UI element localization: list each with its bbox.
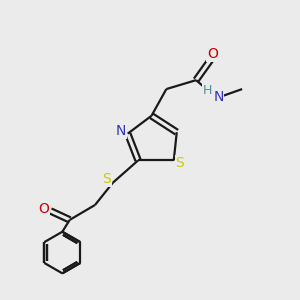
Text: S: S — [103, 172, 111, 186]
Text: N: N — [116, 124, 126, 138]
Text: O: O — [38, 202, 49, 216]
Text: N: N — [213, 89, 224, 103]
Text: H: H — [203, 84, 212, 97]
Text: O: O — [207, 47, 218, 61]
Text: S: S — [175, 156, 184, 170]
